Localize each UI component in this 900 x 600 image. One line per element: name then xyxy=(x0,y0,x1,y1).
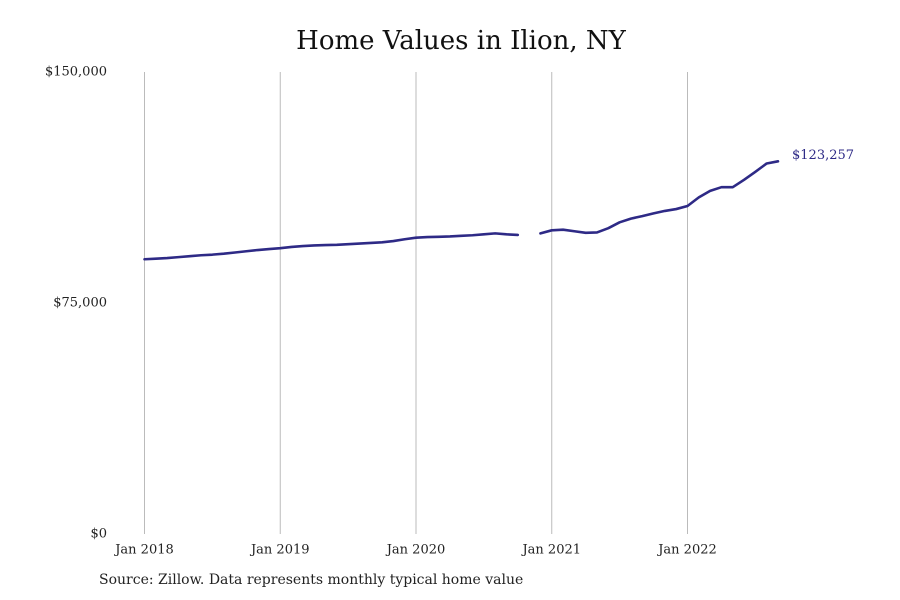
y-tick-label: $75,000 xyxy=(53,296,107,311)
series-line-segment xyxy=(539,160,780,235)
end-value-label: $123,257 xyxy=(792,148,854,163)
axis-labels: Jan 2018 Jan 2019 Jan 2020 Jan 2021 Jan 2022… xyxy=(45,65,717,558)
series-line-segment xyxy=(143,232,520,261)
y-tick-label: $150,000 xyxy=(45,65,107,80)
chart-title: Home Values in Ilion, NY xyxy=(296,26,626,56)
x-tick-label: Jan 2022 xyxy=(656,543,717,558)
grid-lines xyxy=(144,72,688,534)
x-tick-label: Jan 2019 xyxy=(249,543,310,558)
x-tick-label: Jan 2021 xyxy=(520,543,581,558)
data-labels: $123,257 xyxy=(792,148,854,163)
x-tick-label: Jan 2018 xyxy=(113,543,174,558)
series-lines xyxy=(143,160,780,261)
x-tick-label: Jan 2020 xyxy=(385,543,446,558)
y-tick-label: $0 xyxy=(90,527,107,542)
source-note: Source: Zillow. Data represents monthly … xyxy=(99,572,524,588)
